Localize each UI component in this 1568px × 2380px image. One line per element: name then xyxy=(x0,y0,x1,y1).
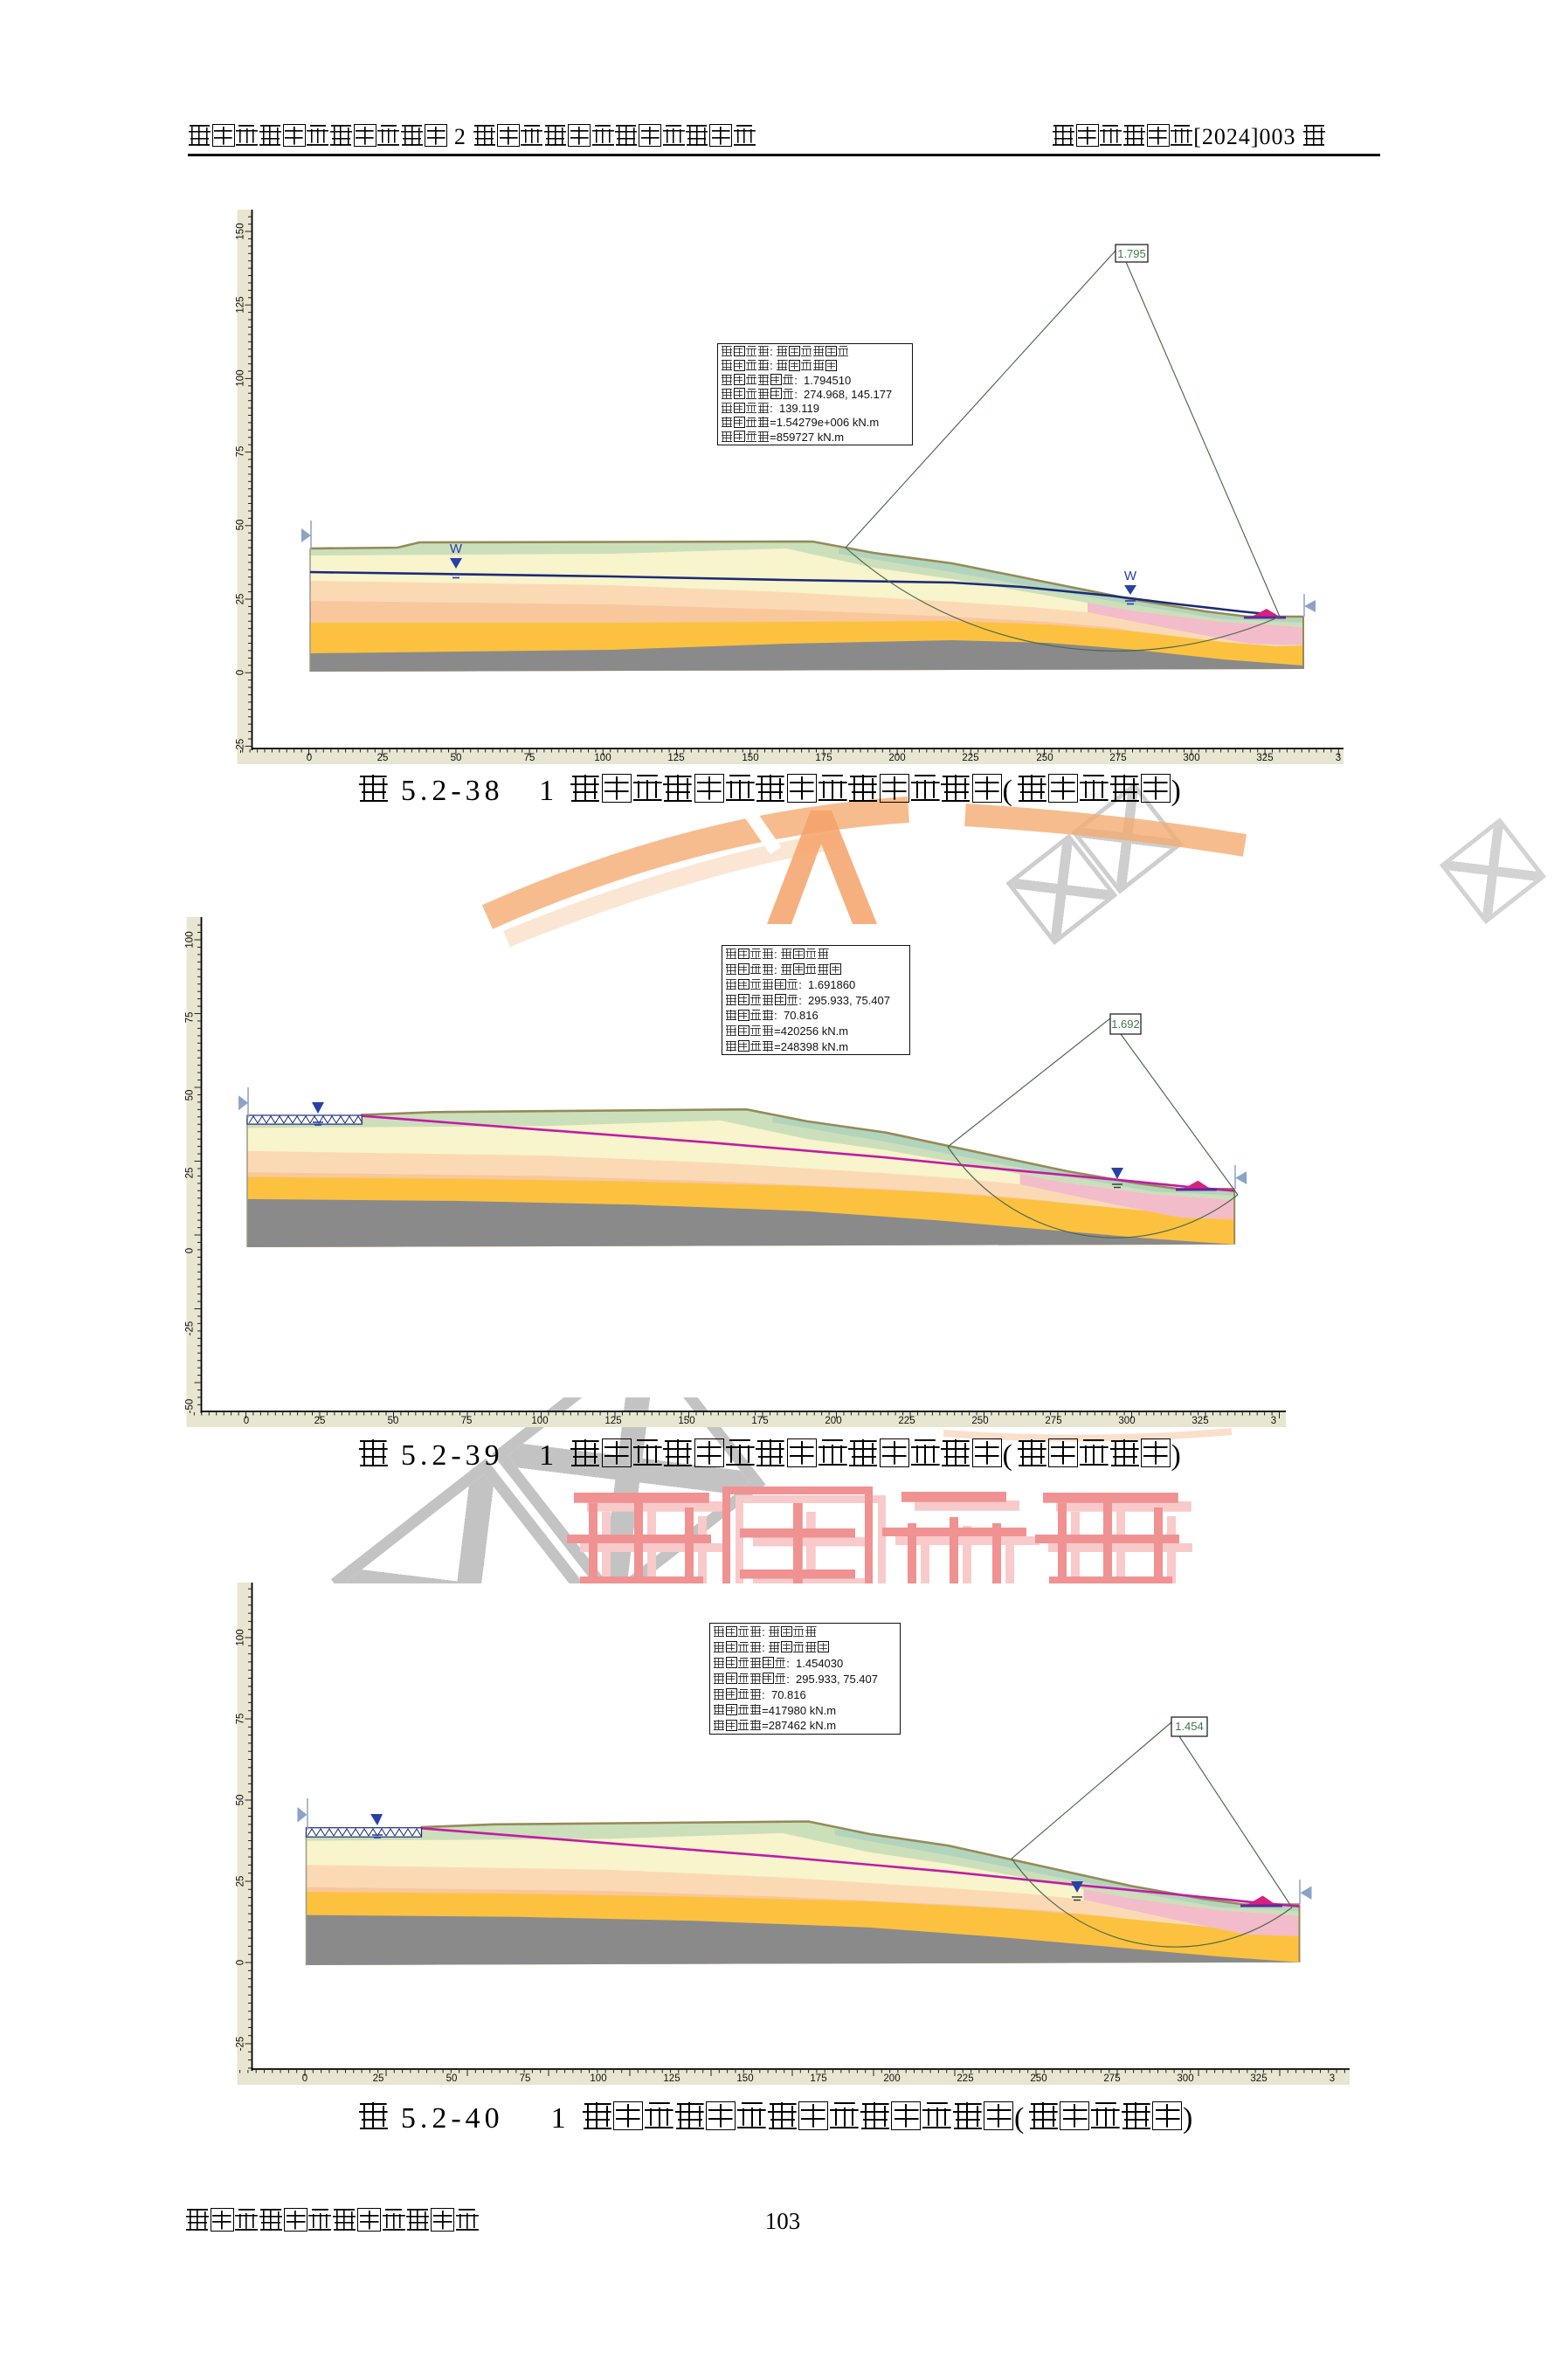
svg-text:25: 25 xyxy=(185,1168,196,1179)
svg-text:-25: -25 xyxy=(236,739,246,754)
svg-text:100: 100 xyxy=(590,2073,606,2084)
svg-text:25: 25 xyxy=(314,1416,326,1426)
svg-text:25: 25 xyxy=(236,1876,246,1887)
svg-text:75: 75 xyxy=(461,1416,473,1426)
svg-text:50: 50 xyxy=(236,520,246,531)
svg-text:325: 325 xyxy=(1250,2073,1267,2084)
svg-text:1.692: 1.692 xyxy=(1111,1018,1140,1031)
svg-text:200: 200 xyxy=(825,1416,841,1426)
svg-text:100: 100 xyxy=(185,931,196,948)
svg-text:1.454: 1.454 xyxy=(1175,1720,1204,1733)
svg-text:200: 200 xyxy=(883,2073,900,2084)
svg-text:25: 25 xyxy=(236,594,246,605)
svg-text:275: 275 xyxy=(1109,753,1126,763)
svg-text:50: 50 xyxy=(388,1416,399,1426)
svg-text:275: 275 xyxy=(1045,1416,1061,1426)
svg-text:175: 175 xyxy=(815,753,832,763)
svg-text:150: 150 xyxy=(736,2073,753,2084)
svg-text:-50: -50 xyxy=(185,1399,196,1414)
svg-text:175: 175 xyxy=(810,2073,826,2084)
svg-text:250: 250 xyxy=(1036,753,1053,763)
svg-text:150: 150 xyxy=(678,1416,694,1426)
svg-text:300: 300 xyxy=(1118,1416,1135,1426)
svg-text:0: 0 xyxy=(236,670,246,675)
svg-text:75: 75 xyxy=(236,446,246,458)
svg-text:75: 75 xyxy=(236,1714,246,1725)
svg-text:50: 50 xyxy=(446,2073,458,2084)
svg-text:0: 0 xyxy=(302,2073,307,2084)
svg-text:175: 175 xyxy=(751,1416,768,1426)
svg-text:275: 275 xyxy=(1103,2073,1120,2084)
svg-text:250: 250 xyxy=(971,1416,988,1426)
svg-text:75: 75 xyxy=(524,753,535,763)
svg-text:300: 300 xyxy=(1177,2073,1193,2084)
svg-text:50: 50 xyxy=(236,1795,246,1806)
svg-text:200: 200 xyxy=(888,753,905,763)
svg-text:-25: -25 xyxy=(236,2037,246,2052)
svg-text:125: 125 xyxy=(236,296,246,313)
svg-text:125: 125 xyxy=(663,2073,680,2084)
svg-text:50: 50 xyxy=(185,1090,196,1101)
svg-text:0: 0 xyxy=(185,1248,196,1253)
svg-text:325: 325 xyxy=(1256,753,1273,763)
svg-text:225: 225 xyxy=(898,1416,915,1426)
svg-text:325: 325 xyxy=(1192,1416,1208,1426)
svg-text:1.795: 1.795 xyxy=(1117,247,1146,260)
svg-text:225: 225 xyxy=(957,2073,973,2084)
svg-text:75: 75 xyxy=(185,1012,196,1024)
svg-text:125: 125 xyxy=(604,1416,621,1426)
svg-text:0: 0 xyxy=(244,1416,249,1426)
svg-text:W: W xyxy=(450,542,463,556)
svg-text:25: 25 xyxy=(377,753,389,763)
svg-text:100: 100 xyxy=(531,1416,548,1426)
svg-text:125: 125 xyxy=(667,753,684,763)
svg-text:-25: -25 xyxy=(185,1321,196,1336)
svg-text:150: 150 xyxy=(742,753,758,763)
svg-text:100: 100 xyxy=(236,1629,246,1645)
svg-text:50: 50 xyxy=(451,753,462,763)
svg-text:225: 225 xyxy=(962,753,978,763)
svg-text:3: 3 xyxy=(1330,2073,1335,2084)
svg-text:75: 75 xyxy=(520,2073,531,2084)
svg-text:25: 25 xyxy=(373,2073,384,2084)
svg-text:0: 0 xyxy=(236,1960,246,1965)
svg-text:100: 100 xyxy=(594,753,611,763)
svg-text:300: 300 xyxy=(1183,753,1199,763)
svg-text:250: 250 xyxy=(1030,2073,1046,2084)
svg-text:150: 150 xyxy=(236,223,246,239)
svg-text:W: W xyxy=(1124,569,1137,583)
svg-text:0: 0 xyxy=(307,753,312,763)
svg-text:3: 3 xyxy=(1336,753,1341,763)
svg-text:3: 3 xyxy=(1271,1416,1276,1426)
svg-text:100: 100 xyxy=(236,369,246,386)
